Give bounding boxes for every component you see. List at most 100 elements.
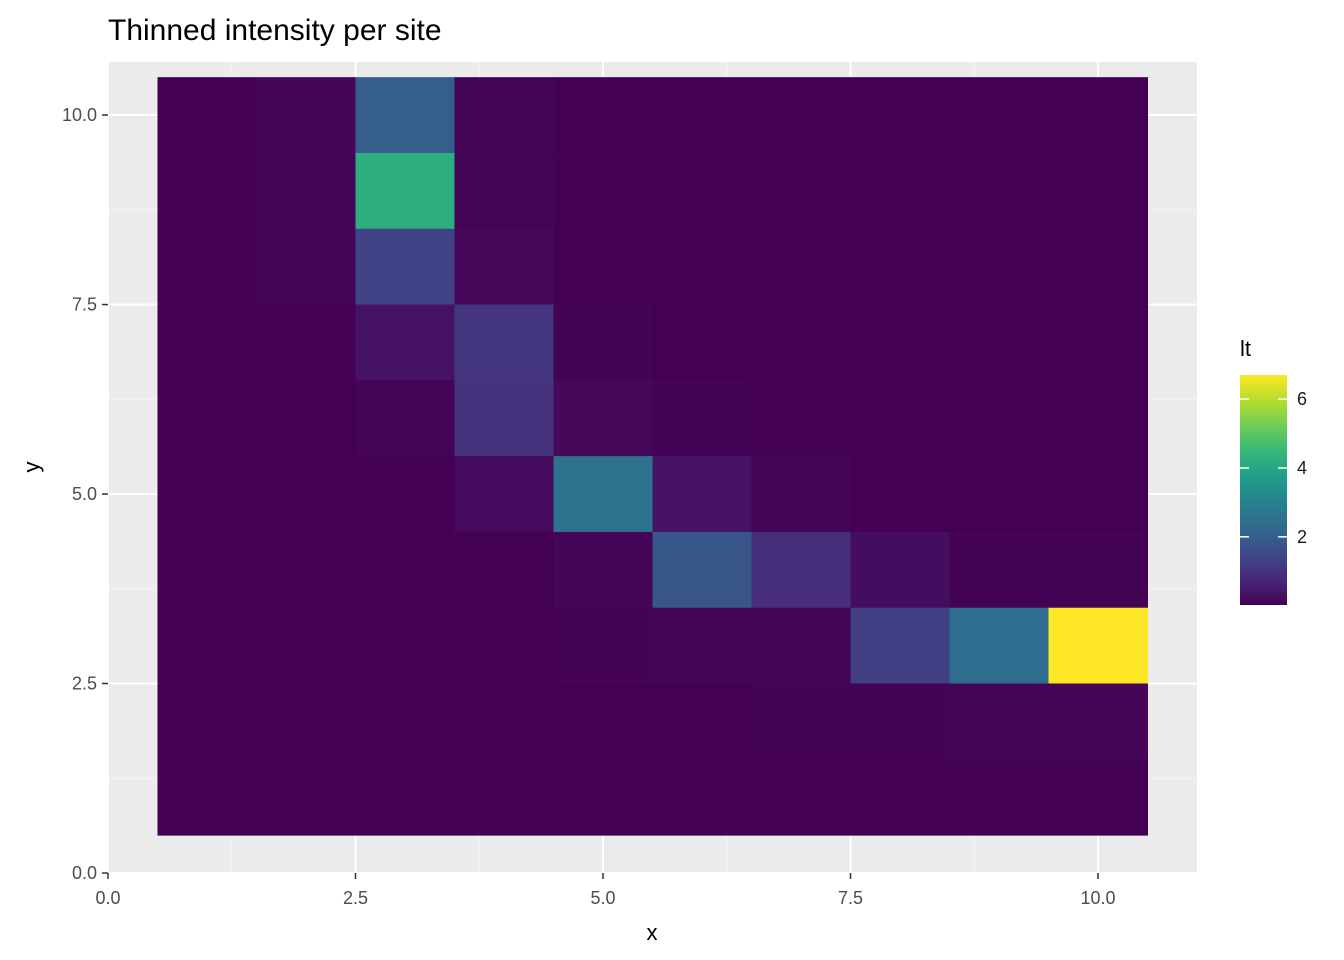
heatmap-tile — [157, 759, 257, 836]
legend-tick-label: 6 — [1297, 389, 1307, 409]
heatmap-tile — [1048, 456, 1148, 533]
heatmap-tile — [1048, 228, 1148, 306]
heatmap-tile — [751, 456, 851, 533]
heatmap-tile — [949, 152, 1049, 230]
heatmap-tile — [355, 456, 455, 533]
y-tick-label: 7.5 — [72, 295, 97, 315]
heatmap-tile — [751, 683, 851, 760]
chart-title: Thinned intensity per site — [108, 14, 442, 47]
heatmap-tile — [454, 531, 554, 609]
y-tick-label: 0.0 — [72, 863, 97, 883]
heatmap-tile — [256, 77, 356, 154]
heatmap-tile — [949, 77, 1049, 154]
heatmap-tile — [1048, 531, 1148, 609]
heatmap-tile — [751, 380, 851, 457]
legend-title: lt — [1240, 336, 1251, 361]
heatmap-tile — [652, 531, 752, 609]
heatmap-tile — [1048, 683, 1148, 760]
heatmap-tile — [256, 683, 356, 760]
heatmap-tile — [949, 304, 1049, 381]
y-axis-title: y — [19, 462, 44, 473]
heatmap-tile — [256, 759, 356, 836]
heatmap-tile — [751, 759, 851, 836]
legend: lt 2 4 6 — [1240, 336, 1307, 605]
legend-tick-label: 4 — [1297, 458, 1307, 478]
heatmap-tile — [652, 228, 752, 306]
heatmap-tile — [652, 380, 752, 457]
legend-colorbar — [1240, 375, 1287, 605]
heatmap-tile — [652, 456, 752, 533]
heatmap-tile — [355, 228, 455, 306]
heatmap-tile — [652, 683, 752, 760]
heatmap-tile — [949, 531, 1049, 609]
heatmap-tiles — [157, 77, 1148, 836]
heatmap-tile — [553, 759, 653, 836]
heatmap-tile — [553, 228, 653, 306]
heatmap-tile — [1048, 607, 1148, 685]
heatmap-tile — [454, 380, 554, 457]
heatmap-tile — [850, 531, 950, 609]
heatmap-tile — [1048, 152, 1148, 230]
heatmap-tile — [454, 77, 554, 154]
heatmap-tile — [256, 456, 356, 533]
heatmap-tile — [355, 531, 455, 609]
heatmap-tile — [157, 380, 257, 457]
heatmap-tile — [553, 531, 653, 609]
heatmap-tile — [157, 531, 257, 609]
heatmap-tile — [751, 228, 851, 306]
heatmap-tile — [553, 304, 653, 381]
heatmap-tile — [1048, 304, 1148, 381]
heatmap-tile — [850, 759, 950, 836]
x-tick-label: 7.5 — [838, 888, 863, 908]
heatmap-tile — [850, 304, 950, 381]
heatmap-tile — [751, 77, 851, 154]
heatmap-tile — [751, 152, 851, 230]
heatmap-tile — [355, 607, 455, 685]
heatmap-tile — [157, 228, 257, 306]
heatmap-tile — [454, 683, 554, 760]
heatmap-tile — [157, 77, 257, 154]
heatmap-tile — [652, 759, 752, 836]
heatmap-tile — [157, 304, 257, 381]
heatmap-tile — [949, 380, 1049, 457]
heatmap-tile — [454, 759, 554, 836]
heatmap-tile — [850, 683, 950, 760]
heatmap-tile — [850, 228, 950, 306]
heatmap-tile — [157, 607, 257, 685]
heatmap-tile — [751, 531, 851, 609]
heatmap-tile — [850, 152, 950, 230]
heatmap-tile — [157, 152, 257, 230]
heatmap-tile — [355, 380, 455, 457]
heatmap-tile — [553, 380, 653, 457]
y-tick-label: 10.0 — [62, 105, 97, 125]
heatmap-tile — [553, 152, 653, 230]
heatmap-tile — [355, 77, 455, 154]
heatmap-tile — [355, 152, 455, 230]
heatmap-tile — [949, 759, 1049, 836]
legend-tick-label: 2 — [1297, 527, 1307, 547]
heatmap-tile — [256, 304, 356, 381]
x-tick-label: 10.0 — [1080, 888, 1115, 908]
heatmap-tile — [652, 607, 752, 685]
heatmap-tile — [1048, 759, 1148, 836]
x-axis: 0.0 2.5 5.0 7.5 10.0 — [95, 873, 1116, 908]
x-axis-title: x — [647, 920, 658, 945]
heatmap-tile — [256, 228, 356, 306]
heatmap-tile — [454, 304, 554, 381]
heatmap-tile — [454, 228, 554, 306]
heatmap-tile — [454, 456, 554, 533]
heatmap-tile — [553, 456, 653, 533]
heatmap-tile — [553, 77, 653, 154]
heatmap-tile — [256, 380, 356, 457]
heatmap-tile — [652, 152, 752, 230]
x-tick-label: 2.5 — [343, 888, 368, 908]
heatmap-tile — [157, 683, 257, 760]
y-tick-label: 2.5 — [72, 674, 97, 694]
heatmap-tile — [751, 607, 851, 685]
heatmap-tile — [256, 531, 356, 609]
heatmap-tile — [652, 304, 752, 381]
heatmap-tile — [553, 683, 653, 760]
heatmap-tile — [256, 607, 356, 685]
heatmap-tile — [949, 456, 1049, 533]
heatmap-tile — [850, 607, 950, 685]
